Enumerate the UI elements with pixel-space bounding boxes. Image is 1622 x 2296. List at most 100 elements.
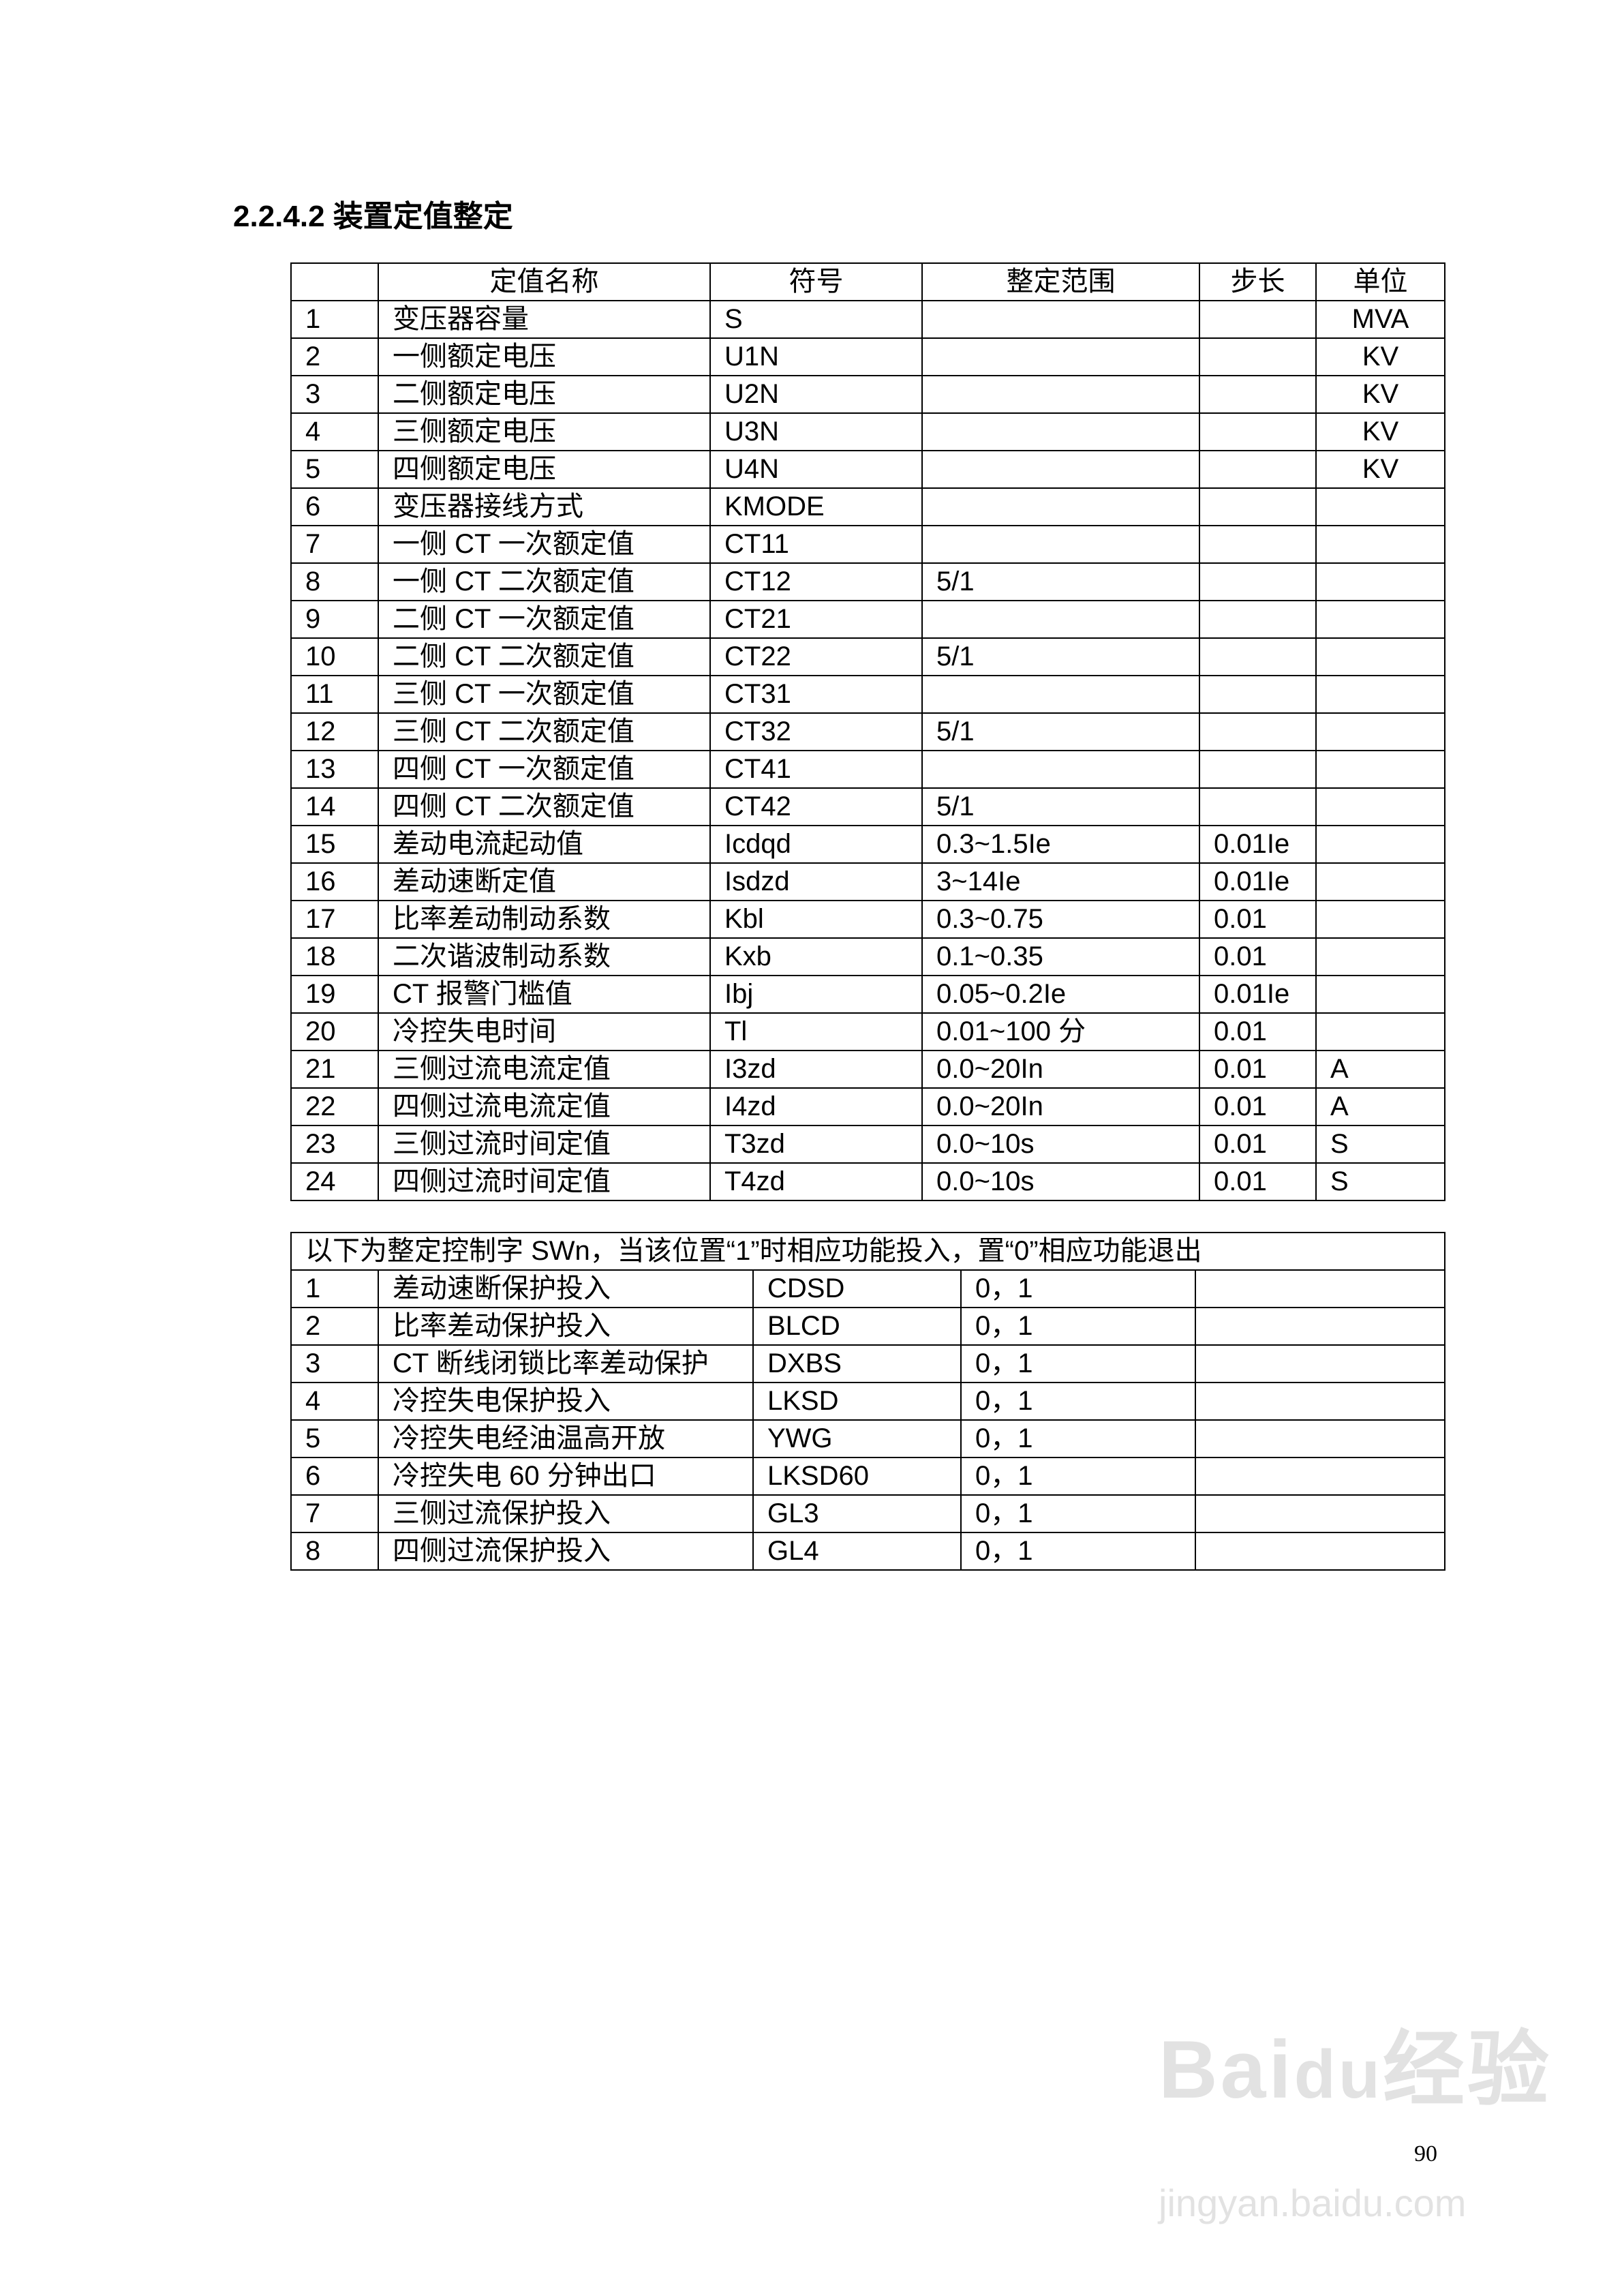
table-cell	[1199, 712, 1317, 751]
table-cell: 16	[290, 862, 379, 901]
table-cell	[1315, 487, 1445, 526]
table-cell: DXBS	[752, 1344, 962, 1383]
table-cell: 0，1	[960, 1419, 1196, 1458]
table-cell: GL4	[752, 1532, 962, 1571]
table-cell	[1315, 937, 1445, 976]
table-cell: 3~14Ie	[921, 862, 1200, 901]
table-cell	[1315, 750, 1445, 789]
table-cell	[1195, 1307, 1445, 1346]
table-cell	[1195, 1457, 1445, 1496]
table-row: 10 二侧 CT 二次额定值 CT22 5/1	[290, 637, 1445, 676]
table-cell: 18	[290, 937, 379, 976]
table-cell: 整定范围	[921, 262, 1200, 301]
table-cell	[1199, 562, 1317, 601]
table-cell: 比率差动制动系数	[378, 900, 711, 939]
table-cell: 0.01	[1199, 937, 1317, 976]
table-cell: 20	[290, 1012, 379, 1051]
table-cell	[1199, 525, 1317, 564]
table-row: 6 变压器接线方式 KMODE	[290, 487, 1445, 526]
page-number: 90	[1414, 2141, 1437, 2166]
table-cell: 5/1	[921, 562, 1200, 601]
table-cell	[921, 487, 1200, 526]
table-cell: 三侧过流时间定值	[378, 1125, 711, 1164]
table-cell	[1195, 1344, 1445, 1383]
table-cell: 0.0~10s	[921, 1125, 1200, 1164]
table-cell: 三侧 CT 一次额定值	[378, 675, 711, 714]
table-cell: I4zd	[709, 1087, 923, 1126]
table-cell: U1N	[709, 337, 923, 376]
table-cell	[1195, 1382, 1445, 1421]
table-cell: LKSD	[752, 1382, 962, 1421]
table-cell: T3zd	[709, 1125, 923, 1164]
table-cell: CT21	[709, 600, 923, 639]
table-cell: 6	[290, 1457, 379, 1496]
table-cell	[1199, 450, 1317, 489]
table-cell: 变压器接线方式	[378, 487, 711, 526]
table-cell	[290, 262, 379, 301]
control-note: 以下为整定控制字 SWn，当该位置“1”时相应功能投入，置“0”相应功能退出	[290, 1232, 1445, 1271]
table-cell: 5/1	[921, 787, 1200, 826]
table-cell: YWG	[752, 1419, 962, 1458]
settings-table: 定值名称 符号 整定范围 步长 单位 1 变压器容量 S MVA 2 一侧额定电压 U1N KV 3 二侧额…	[290, 262, 1445, 1201]
table-cell: S	[1315, 1125, 1445, 1164]
table-cell: 1	[290, 1269, 379, 1308]
table-cell: 0，1	[960, 1307, 1196, 1346]
table-cell: Tl	[709, 1012, 923, 1051]
table-cell: 0.01	[1199, 1087, 1317, 1126]
table-row: 2 一侧额定电压 U1N KV	[290, 337, 1445, 376]
table-cell: 差动速断定值	[378, 862, 711, 901]
table-cell	[1199, 300, 1317, 339]
table-cell: CT31	[709, 675, 923, 714]
table-cell	[1199, 787, 1317, 826]
table-cell: 0.0~10s	[921, 1162, 1200, 1201]
table-row: 17 比率差动制动系数 Kbl 0.3~0.75 0.01	[290, 900, 1445, 939]
table-cell	[1199, 750, 1317, 789]
table-cell: 5/1	[921, 637, 1200, 676]
table-cell: 5	[290, 450, 379, 489]
table-row: 13 四侧 CT 一次额定值 CT41	[290, 750, 1445, 789]
table-cell	[1199, 487, 1317, 526]
table-cell: 0.05~0.2Ie	[921, 975, 1200, 1014]
table-cell	[921, 600, 1200, 639]
table-cell	[1199, 600, 1317, 639]
table-cell: 11	[290, 675, 379, 714]
table-cell: 0，1	[960, 1457, 1196, 1496]
table-cell: S	[1315, 1162, 1445, 1201]
table-cell: 冷控失电保护投入	[378, 1382, 754, 1421]
table-cell: CT22	[709, 637, 923, 676]
table-cell: 13	[290, 750, 379, 789]
table-cell	[1315, 975, 1445, 1014]
table-cell: 差动电流起动值	[378, 825, 711, 864]
table-cell	[1315, 1012, 1445, 1051]
table-cell	[1315, 787, 1445, 826]
table-cell	[1199, 412, 1317, 451]
table-cell: A	[1315, 1087, 1445, 1126]
table-cell: 三侧额定电压	[378, 412, 711, 451]
control-row: 7 三侧过流保护投入 GL3 0，1	[290, 1494, 1445, 1533]
table-cell: MVA	[1315, 300, 1445, 339]
table-cell: 7	[290, 525, 379, 564]
table-cell: 0，1	[960, 1344, 1196, 1383]
table-cell: 10	[290, 637, 379, 676]
table-cell: 23	[290, 1125, 379, 1164]
control-row: 8 四侧过流保护投入 GL4 0，1	[290, 1532, 1445, 1571]
table-row: 4 三侧额定电压 U3N KV	[290, 412, 1445, 451]
table-cell	[921, 450, 1200, 489]
table-row: 20 冷控失电时间 Tl 0.01~100 分 0.01	[290, 1012, 1445, 1051]
table-cell: CT12	[709, 562, 923, 601]
table-cell: 24	[290, 1162, 379, 1201]
table-cell: 0.0~20In	[921, 1050, 1200, 1089]
table-cell: 四侧 CT 二次额定值	[378, 787, 711, 826]
table-cell: Icdqd	[709, 825, 923, 864]
table-cell: 0，1	[960, 1532, 1196, 1571]
table-cell: 0.01Ie	[1199, 825, 1317, 864]
table-cell: KMODE	[709, 487, 923, 526]
table-cell: 0.0~20In	[921, 1087, 1200, 1126]
table-cell: Kbl	[709, 900, 923, 939]
table-cell	[921, 375, 1200, 414]
table-cell: 冷控失电 60 分钟出口	[378, 1457, 754, 1496]
table-cell: I3zd	[709, 1050, 923, 1089]
control-word-table: 以下为整定控制字 SWn，当该位置“1”时相应功能投入，置“0”相应功能退出 1 差…	[290, 1232, 1445, 1571]
table-cell: 0.01Ie	[1199, 975, 1317, 1014]
table-cell: 0.01	[1199, 1050, 1317, 1089]
